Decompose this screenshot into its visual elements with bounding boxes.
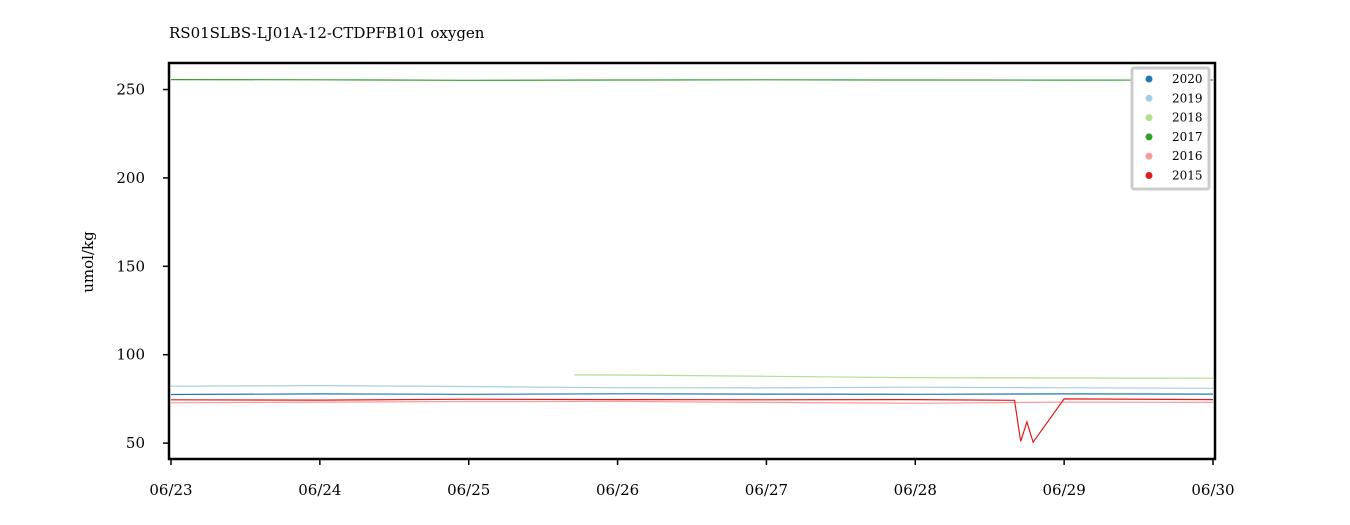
series-line-2016	[170, 400, 1214, 404]
legend-marker-2020	[1145, 75, 1153, 83]
series-line-2018	[574, 374, 1214, 379]
legend-marker-2018	[1145, 114, 1153, 122]
x-tick-label: 06/26	[596, 481, 639, 499]
x-tick-label: 06/23	[149, 481, 192, 499]
series-layer	[170, 78, 1214, 444]
x-tick-label: 06/29	[1043, 481, 1086, 499]
series-line-2020	[170, 393, 1214, 396]
y-tick-label: 100	[116, 346, 145, 364]
y-tick-label: 250	[116, 81, 145, 99]
x-tick-label: 06/27	[745, 481, 788, 499]
x-ticks: 06/23 06/24 06/25 06/26 06/27 06/28 06/29 06/30	[149, 459, 1235, 499]
legend-marker-2016	[1145, 152, 1153, 160]
y-tick-label: 50	[126, 434, 145, 452]
legend-label: 2017	[1172, 130, 1203, 144]
y-ticks: 50 100 150 200 250	[116, 81, 169, 452]
legend-marker-2015	[1145, 172, 1153, 179]
legend-marker-2019	[1145, 94, 1153, 102]
chart-title: RS01SLBS-LJ01A-12-CTDPFB101 oxygen	[169, 24, 485, 42]
x-tick-label: 06/25	[447, 481, 490, 499]
series-line-2017	[170, 78, 1214, 81]
legend-marker-2017	[1145, 133, 1153, 141]
plot-frame	[167, 61, 1217, 461]
y-axis-label: umol/kg	[79, 231, 97, 293]
x-tick-label: 06/30	[1191, 481, 1234, 499]
legend-label: 2018	[1172, 111, 1203, 125]
legend-label: 2016	[1172, 149, 1203, 163]
x-tick-label: 06/24	[298, 481, 341, 499]
legend: 2020 2019 2018 2017 2016 2015	[1130, 66, 1211, 191]
y-tick-label: 150	[116, 257, 145, 275]
y-tick-label: 200	[116, 169, 145, 187]
series-line-2015	[170, 398, 1214, 444]
x-tick-label: 06/28	[894, 481, 937, 499]
series-line-2019	[170, 384, 1214, 389]
legend-label: 2019	[1172, 91, 1203, 105]
legend-label: 2015	[1172, 169, 1203, 183]
legend-label: 2020	[1172, 72, 1203, 86]
